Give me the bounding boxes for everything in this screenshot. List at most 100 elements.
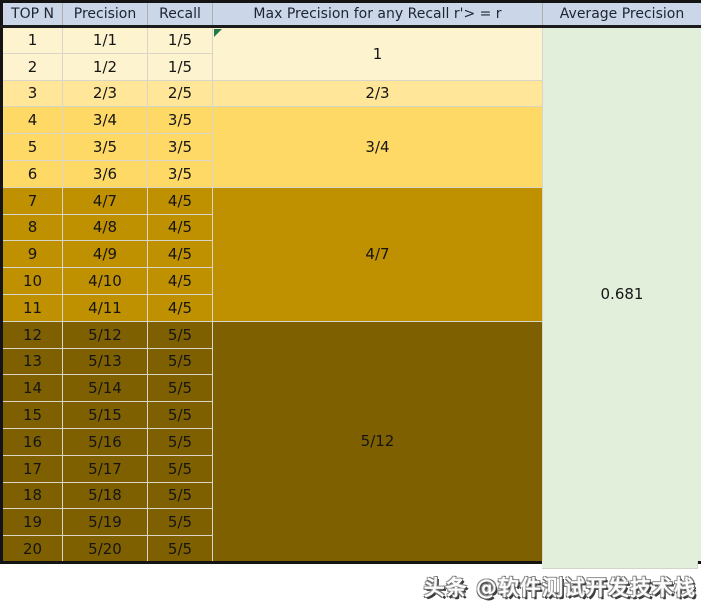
merged-max-precision-value: 2/3 [365,84,390,103]
table-row: 3 2/3 2/5 2/3 [1,79,701,108]
cell-precision-18[interactable]: 5/18 [62,481,148,510]
column-header-precision[interactable]: Precision [62,1,148,28]
table-row: 4 3/4 3/5 3/4 [1,106,701,188]
cell-top-n-9[interactable]: 9 [1,240,63,269]
cell-precision-13[interactable]: 5/13 [62,347,148,376]
table-body: 1 1/1 1/5 1 0.681 2 1/2 1/5 3 2/3 2/5 2/3 4 3/4 3/5 3/4… [1,26,701,563]
table-row: 13 5/13 5/5 [1,347,701,376]
cell-top-n-16[interactable]: 16 [1,427,63,456]
header-row: TOP N Precision Recall Max Precision for… [1,1,701,28]
cell-precision-19[interactable]: 5/19 [62,508,148,537]
cell-precision-6[interactable]: 3/6 [62,159,148,188]
table-row: 14 5/14 5/5 [1,374,701,403]
cell-recall-4[interactable]: 3/5 [147,106,213,135]
cell-top-n-20[interactable]: 20 [1,535,63,563]
cell-recall-3[interactable]: 2/5 [147,79,213,108]
cell-precision-16[interactable]: 5/16 [62,427,148,456]
table-row: 10 4/10 4/5 [1,267,701,295]
table-row: 8 4/8 4/5 [1,213,701,242]
merged-max-precision-cell[interactable]: 1 [212,26,543,81]
merged-max-precision-cell[interactable]: 4/7 [212,186,543,322]
cell-top-n-19[interactable]: 19 [1,508,63,537]
cell-recall-14[interactable]: 5/5 [147,374,213,403]
cell-precision-14[interactable]: 5/14 [62,374,148,403]
cell-top-n-4[interactable]: 4 [1,106,63,135]
column-header-recall[interactable]: Recall [147,1,213,28]
table-row: 9 4/9 4/5 [1,240,701,269]
cell-top-n-12[interactable]: 12 [1,320,63,349]
cell-precision-15[interactable]: 5/15 [62,401,148,429]
cell-top-n-14[interactable]: 14 [1,374,63,403]
merged-max-precision-value: 1 [372,44,383,63]
cell-recall-6[interactable]: 3/5 [147,159,213,188]
cell-recall-9[interactable]: 4/5 [147,240,213,269]
cell-recall-20[interactable]: 5/5 [147,535,213,563]
table-row: 19 5/19 5/5 [1,508,701,537]
table-row: 17 5/17 5/5 [1,454,701,483]
cell-top-n-17[interactable]: 17 [1,454,63,483]
watermark: 头条 @软件测试开发技术栈 [423,576,696,600]
cell-top-n-6[interactable]: 6 [1,159,63,188]
column-header-max-precision[interactable]: Max Precision for any Recall r'> = r [212,1,543,28]
table-row: 7 4/7 4/5 4/7 [1,186,701,322]
cell-recall-15[interactable]: 5/5 [147,401,213,429]
cell-precision-1[interactable]: 1/1 [62,26,148,54]
cell-top-n-7[interactable]: 7 [1,186,63,215]
cell-recall-13[interactable]: 5/5 [147,347,213,376]
cell-recall-16[interactable]: 5/5 [147,427,213,456]
table-row: 2 1/2 1/5 [1,52,701,81]
cell-top-n-5[interactable]: 5 [1,133,63,161]
cell-precision-12[interactable]: 5/12 [62,320,148,349]
cell-precision-10[interactable]: 4/10 [62,267,148,295]
cell-precision-17[interactable]: 5/17 [62,454,148,483]
cell-recall-19[interactable]: 5/5 [147,508,213,537]
cell-top-n-8[interactable]: 8 [1,213,63,242]
cell-top-n-1[interactable]: 1 [1,26,63,54]
cell-precision-9[interactable]: 4/9 [62,240,148,269]
column-header-top-n[interactable]: TOP N [1,1,63,28]
table-row: 5 3/5 3/5 [1,133,701,161]
merged-max-precision-value: 3/4 [365,138,390,157]
precision-recall-table: TOP N Precision Recall Max Precision for… [0,0,701,564]
table-row: 15 5/15 5/5 [1,401,701,429]
avg-column-tail [542,561,698,569]
cell-precision-11[interactable]: 4/11 [62,293,148,322]
cell-precision-2[interactable]: 1/2 [62,52,148,81]
cell-recall-12[interactable]: 5/5 [147,320,213,349]
merged-max-precision-value: 4/7 [365,245,390,264]
cell-recall-1[interactable]: 1/5 [147,26,213,54]
column-header-average-precision[interactable]: Average Precision [542,1,701,28]
table-row: 12 5/12 5/5 5/12 [1,320,701,563]
cell-recall-10[interactable]: 4/5 [147,267,213,295]
cell-average-precision[interactable]: 0.681 [542,26,701,563]
cell-top-n-3[interactable]: 3 [1,79,63,108]
table-row: 20 5/20 5/5 [1,535,701,563]
cell-recall-18[interactable]: 5/5 [147,481,213,510]
cell-top-n-2[interactable]: 2 [1,52,63,81]
cell-recall-17[interactable]: 5/5 [147,454,213,483]
merged-max-precision-cell[interactable]: 3/4 [212,106,543,188]
table-header: TOP N Precision Recall Max Precision for… [1,1,701,28]
cell-recall-5[interactable]: 3/5 [147,133,213,161]
merged-max-precision-cell[interactable]: 5/12 [212,320,543,563]
cell-top-n-13[interactable]: 13 [1,347,63,376]
cell-error-indicator-icon [214,29,222,37]
merged-max-precision-value: 5/12 [360,432,395,451]
cell-recall-7[interactable]: 4/5 [147,186,213,215]
cell-top-n-15[interactable]: 15 [1,401,63,429]
cell-precision-4[interactable]: 3/4 [62,106,148,135]
table-row: 1 1/1 1/5 1 0.681 [1,26,701,563]
cell-precision-3[interactable]: 2/3 [62,79,148,108]
cell-precision-7[interactable]: 4/7 [62,186,148,215]
cell-recall-8[interactable]: 4/5 [147,213,213,242]
cell-top-n-11[interactable]: 11 [1,293,63,322]
cell-top-n-10[interactable]: 10 [1,267,63,295]
cell-recall-11[interactable]: 4/5 [147,293,213,322]
cell-top-n-18[interactable]: 18 [1,481,63,510]
cell-precision-8[interactable]: 4/8 [62,213,148,242]
cell-recall-2[interactable]: 1/5 [147,52,213,81]
cell-precision-20[interactable]: 5/20 [62,535,148,563]
cell-precision-5[interactable]: 3/5 [62,133,148,161]
merged-max-precision-cell[interactable]: 2/3 [212,79,543,108]
